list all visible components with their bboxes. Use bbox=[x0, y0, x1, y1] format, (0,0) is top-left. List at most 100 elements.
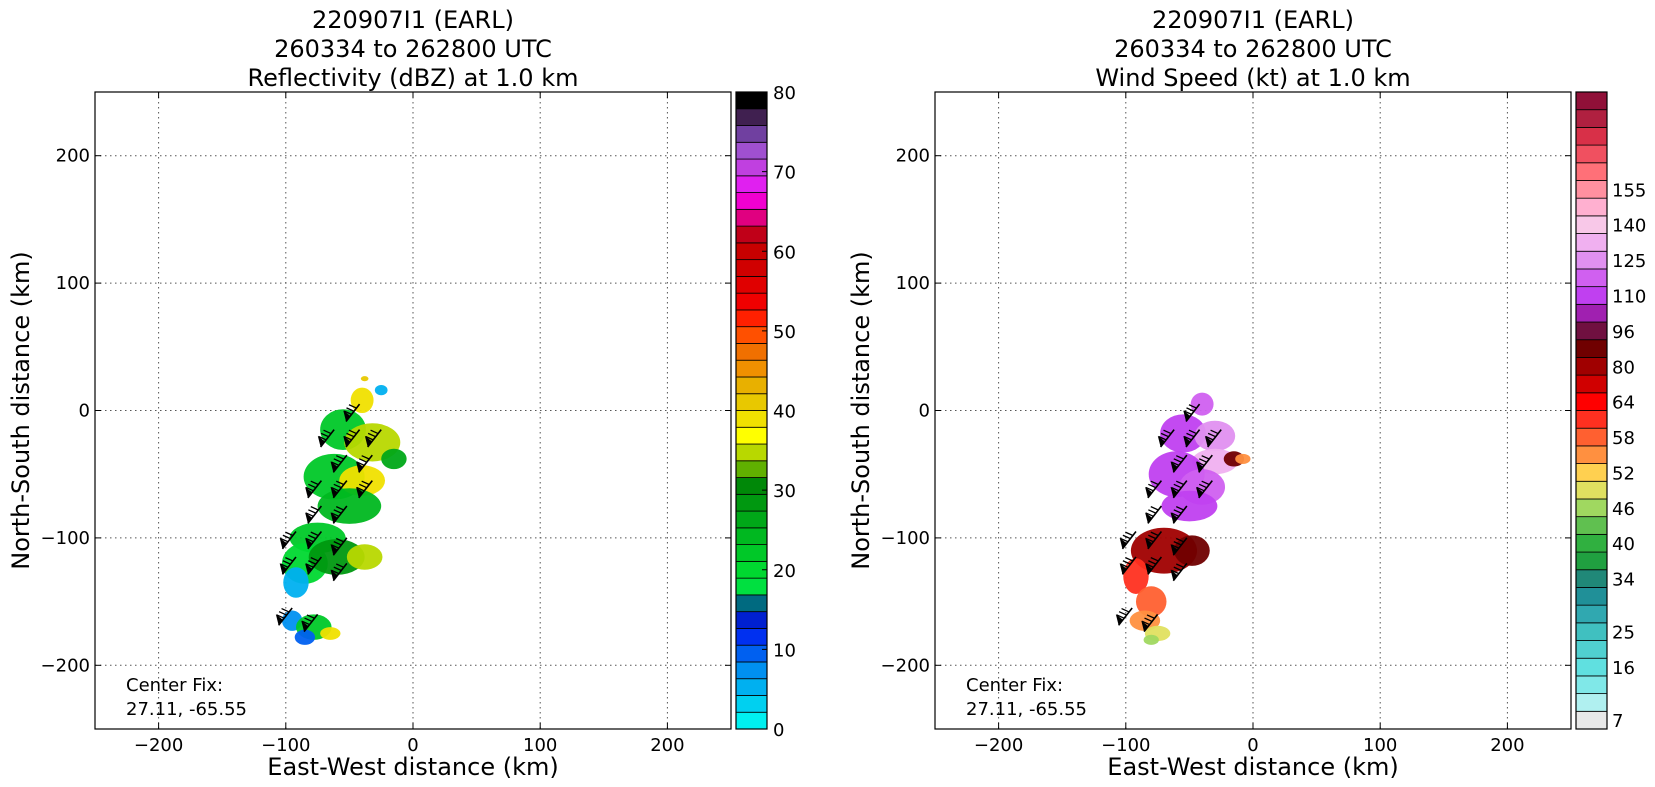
wind-barb-flag bbox=[330, 461, 338, 473]
wind-barb-feather bbox=[1144, 617, 1153, 623]
wind-barb bbox=[330, 454, 348, 473]
wind-barb-feather bbox=[1173, 541, 1182, 546]
y-tick-label: −100 bbox=[881, 528, 930, 549]
wind-barb-feather bbox=[356, 461, 365, 466]
colorbar-segment bbox=[735, 158, 768, 177]
wind-barb-feather bbox=[1125, 531, 1134, 537]
wind-barb-feather bbox=[335, 455, 345, 460]
wind-barb-feather bbox=[280, 537, 289, 543]
echo-region bbox=[283, 567, 309, 598]
colorbar-segment bbox=[1575, 233, 1608, 252]
wind-barb-feather bbox=[1150, 480, 1159, 486]
wind-barb-feather bbox=[361, 480, 370, 486]
colorbar-segment bbox=[1575, 675, 1608, 695]
wind-barb-flag bbox=[1119, 537, 1127, 549]
colorbar-segment bbox=[735, 309, 768, 328]
colorbar-segment bbox=[735, 678, 768, 696]
wind-barb-flag bbox=[330, 569, 338, 581]
y-tick-label: 200 bbox=[896, 146, 930, 167]
y-tick-label: −100 bbox=[41, 528, 90, 549]
colorbar-segment bbox=[735, 460, 768, 478]
colorbar-segment bbox=[1575, 410, 1608, 429]
wind-barb-flag bbox=[1115, 614, 1123, 626]
wind-barb-feather bbox=[1196, 486, 1205, 492]
colorbar-segment bbox=[735, 577, 768, 596]
y-tick-label: 100 bbox=[896, 273, 930, 294]
colorbar-tick-label: 40 bbox=[1612, 534, 1635, 555]
colorbar-segment bbox=[735, 141, 768, 160]
wind-barb-staff bbox=[1172, 562, 1188, 582]
wind-barb-feather bbox=[1207, 432, 1216, 438]
colorbar-segment bbox=[735, 108, 768, 126]
wind-barb-staff bbox=[1147, 531, 1163, 550]
wind-barb-feather bbox=[1175, 455, 1185, 460]
colorbar-segment bbox=[735, 192, 768, 210]
chart-title-line: Reflectivity (dBZ) at 1.0 km bbox=[248, 64, 579, 92]
colorbar-tick-label: 30 bbox=[773, 481, 796, 502]
wind-barb-feather bbox=[331, 461, 340, 466]
wind-barb-feather bbox=[358, 483, 368, 489]
wind-barb bbox=[1157, 429, 1175, 448]
colorbar-segment bbox=[1575, 498, 1608, 518]
wind-barb-feather bbox=[1188, 429, 1197, 435]
y-axis-label: North-South distance (km) bbox=[847, 251, 875, 570]
wind-barb-feather bbox=[308, 534, 317, 540]
wind-barb-flag bbox=[330, 544, 338, 556]
colorbar-tick-label: 96 bbox=[1612, 322, 1635, 343]
wind-barb-feather bbox=[1171, 544, 1180, 549]
wind-barb-feather bbox=[1150, 506, 1159, 511]
wind-barb-flag bbox=[1170, 569, 1178, 581]
wind-barb bbox=[330, 562, 348, 582]
wind-barb-feather bbox=[280, 563, 289, 568]
wind-barb-feather bbox=[333, 458, 342, 463]
wind-barb bbox=[1145, 531, 1163, 550]
wind-barb-flag bbox=[343, 410, 351, 422]
wind-barb-feather bbox=[1145, 512, 1154, 517]
wind-barb-feather bbox=[1120, 537, 1129, 543]
colorbar-segment bbox=[735, 376, 768, 395]
wind-barb-feather bbox=[318, 435, 327, 441]
wind-barb-feather bbox=[1120, 563, 1129, 568]
echo-region bbox=[346, 544, 383, 570]
wind-barb-feather bbox=[1122, 560, 1131, 565]
wind-barb-flag bbox=[305, 563, 313, 575]
colorbar-tick-label: 25 bbox=[1612, 623, 1635, 644]
wind-barb bbox=[1170, 562, 1188, 582]
wind-barb-flag bbox=[1195, 486, 1204, 498]
x-tick-label: 100 bbox=[1363, 735, 1397, 756]
x-tick-label: −100 bbox=[261, 735, 310, 756]
center-fix-annotation: Center Fix: bbox=[966, 675, 1063, 696]
colorbar-segment bbox=[735, 661, 768, 680]
radar-field bbox=[1123, 392, 1251, 645]
echo-region bbox=[294, 629, 316, 645]
colorbar-tick-label: 58 bbox=[1612, 428, 1635, 449]
wind-barb bbox=[305, 531, 323, 550]
wind-barb-feather bbox=[1150, 557, 1159, 562]
wind-barb-flag bbox=[1119, 563, 1127, 575]
echo-region bbox=[1161, 490, 1218, 522]
x-tick-label: −200 bbox=[134, 735, 183, 756]
wind-barb-feather bbox=[346, 432, 355, 438]
colorbar-segment bbox=[1575, 357, 1608, 376]
colorbar-segment bbox=[735, 326, 768, 344]
colorbar-segment bbox=[1575, 109, 1608, 128]
wind-barb-feather bbox=[1125, 557, 1134, 562]
wind-barb-staff bbox=[1198, 480, 1213, 499]
wind-barb bbox=[330, 537, 348, 556]
wind-barb-staff bbox=[1117, 607, 1133, 626]
colorbar-segment bbox=[1575, 303, 1608, 323]
colorbar-segment bbox=[1575, 162, 1608, 181]
colorbar-segment bbox=[1575, 268, 1608, 288]
wind-barb-flag bbox=[1183, 435, 1191, 447]
wind-barb-feather bbox=[1183, 410, 1192, 415]
colorbar-tick-label: 60 bbox=[773, 242, 796, 263]
colorbar-segment bbox=[735, 426, 768, 445]
wind-barb-flag bbox=[317, 435, 325, 447]
colorbar-segment bbox=[1575, 144, 1608, 164]
center-fix-annotation: 27.11, -65.55 bbox=[126, 699, 247, 720]
colorbar-segment bbox=[735, 359, 768, 378]
wind-barb-feather bbox=[365, 435, 374, 441]
wind-barb-feather bbox=[1145, 486, 1154, 492]
colorbar-segment bbox=[1575, 215, 1608, 234]
wind-barb bbox=[275, 607, 293, 626]
